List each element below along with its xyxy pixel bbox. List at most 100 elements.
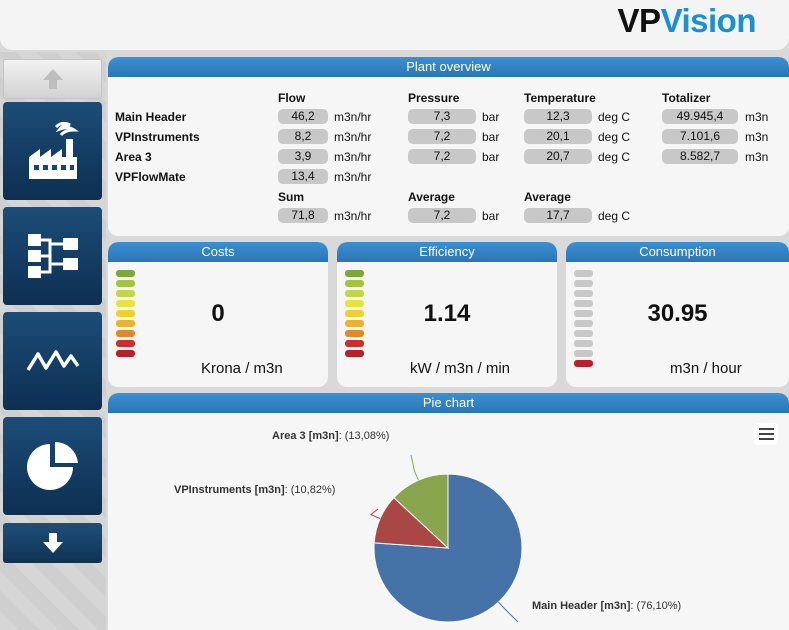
- level-bar: [116, 350, 135, 357]
- level-bar: [345, 300, 364, 307]
- pie-slice[interactable]: [393, 473, 449, 550]
- scroll-down-button[interactable]: [3, 523, 102, 563]
- pressure-header: Pressure: [408, 91, 460, 105]
- efficiency-panel: Efficiency 1.14 kW / m3n / min: [337, 242, 557, 387]
- temperature-unit: deg C: [598, 209, 631, 223]
- row-label-vpinstruments: VPInstruments: [115, 130, 200, 144]
- pressure-value: 7,2: [408, 129, 476, 144]
- level-bar: [574, 320, 593, 327]
- totalizer-value: 7.101,6: [662, 129, 738, 144]
- average-pressure-value: 7,2: [408, 208, 476, 223]
- totalizer-unit: m3n: [745, 130, 769, 144]
- flow-diagram-icon: [27, 234, 78, 278]
- totalizer-value: 8.582,7: [662, 149, 738, 164]
- costs-panel: Costs 0 Krona / m3n: [108, 242, 328, 387]
- pie-chart-panel: Pie chart Area 3 [m3n]: (13,08%) VPInstr…: [108, 393, 789, 630]
- totalizer-value: 49.945,4: [662, 109, 738, 124]
- nav-pie-chart-button[interactable]: [3, 417, 102, 515]
- temperature-header: Temperature: [524, 91, 596, 105]
- level-bar: [345, 280, 364, 287]
- efficiency-unit: kW / m3n / min: [410, 360, 511, 377]
- pressure-unit: bar: [482, 110, 500, 124]
- costs-level-bars: [116, 270, 136, 360]
- pie-label-percent: : (13,08%): [338, 430, 390, 442]
- pie-label-name: VPInstruments [m3n]: [174, 484, 285, 496]
- sidebar: [0, 52, 106, 630]
- sum-flow-value: 71,8: [278, 208, 328, 223]
- consumption-unit: m3n / hour: [670, 360, 742, 377]
- level-bar: [116, 310, 135, 317]
- totalizer-header: Totalizer: [662, 91, 711, 105]
- level-bar: [574, 290, 593, 297]
- average-temperature-label: Average: [524, 190, 571, 204]
- header-bar: VPVision: [0, 0, 789, 50]
- nav-trend-button[interactable]: [3, 312, 102, 410]
- level-bar: [116, 280, 135, 287]
- pie-label-percent: : (10,82%): [284, 484, 336, 496]
- level-bar: [574, 330, 593, 337]
- pie-chart: [369, 454, 523, 623]
- pie-leader-line: [369, 508, 381, 520]
- temperature-unit: deg C: [598, 110, 631, 124]
- pie-label-percent: : (76,10%): [630, 600, 682, 612]
- brand-part-vision: Vision: [660, 2, 757, 39]
- level-bar: [574, 350, 593, 357]
- flow-value: 13,4: [278, 169, 328, 184]
- pie-label-vpinstruments: VPInstruments [m3n]: (10,82%): [174, 484, 335, 496]
- pie-chart-title: Pie chart: [108, 393, 789, 413]
- nav-plant-overview-button[interactable]: [3, 102, 102, 200]
- pressure-unit: bar: [482, 130, 500, 144]
- flow-unit: m3n/hr: [334, 209, 372, 223]
- costs-title: Costs: [108, 242, 328, 262]
- flow-unit: m3n/hr: [334, 130, 372, 144]
- pie-leader-line: [410, 454, 419, 481]
- level-bar: [574, 270, 593, 277]
- row-label-main-header: Main Header: [115, 110, 187, 124]
- nav-flow-diagram-button[interactable]: [3, 207, 102, 305]
- flow-value: 3,9: [278, 149, 328, 164]
- temperature-value: 12,3: [524, 109, 592, 124]
- plant-overview-title: Plant overview: [108, 57, 789, 77]
- flow-unit: m3n/hr: [334, 110, 372, 124]
- efficiency-value: 1.14: [423, 300, 471, 327]
- scroll-up-button[interactable]: [3, 59, 102, 99]
- flow-unit: m3n/hr: [334, 170, 372, 184]
- consumption-panel: Consumption 30.95 m3n / hour: [566, 242, 789, 387]
- row-label-vpflowmate: VPFlowMate: [115, 170, 186, 184]
- brand-part-vp: VP: [617, 2, 662, 39]
- plant-overview-panel: Plant overview Flow Pressure Temperature…: [108, 57, 789, 236]
- pressure-value: 7,3: [408, 109, 476, 124]
- totalizer-unit: m3n: [745, 110, 769, 124]
- costs-value: 0: [211, 300, 225, 327]
- temperature-unit: deg C: [598, 130, 631, 144]
- level-bar: [116, 290, 135, 297]
- pie-chart-icon: [26, 441, 78, 490]
- hamburger-menu-icon[interactable]: [754, 423, 778, 445]
- level-bar: [574, 340, 593, 347]
- temperature-unit: deg C: [598, 150, 631, 164]
- row-label-area-3: Area 3: [115, 150, 152, 164]
- temperature-value: 20,1: [524, 129, 592, 144]
- efficiency-level-bars: [345, 270, 365, 360]
- flow-unit: m3n/hr: [334, 150, 372, 164]
- level-bar: [345, 290, 364, 297]
- level-bar: [116, 270, 135, 277]
- totalizer-unit: m3n: [745, 150, 769, 164]
- pressure-unit: bar: [482, 150, 500, 164]
- factory-icon: [28, 121, 79, 179]
- level-bar: [574, 310, 593, 317]
- average-pressure-label: Average: [408, 190, 455, 204]
- pie-leader-line: [498, 601, 519, 623]
- pie-label-area-3: Area 3 [m3n]: (13,08%): [272, 430, 389, 442]
- pressure-value: 7,2: [408, 149, 476, 164]
- flow-header: Flow: [278, 91, 306, 105]
- level-bar: [116, 300, 135, 307]
- costs-unit: Krona / m3n: [201, 360, 283, 377]
- level-bar: [345, 310, 364, 317]
- level-bar: [574, 360, 593, 367]
- pressure-unit: bar: [482, 209, 500, 223]
- level-bar: [345, 350, 364, 357]
- trend-line-icon: [26, 350, 79, 371]
- level-bar: [116, 320, 135, 327]
- flow-value: 46,2: [278, 109, 328, 124]
